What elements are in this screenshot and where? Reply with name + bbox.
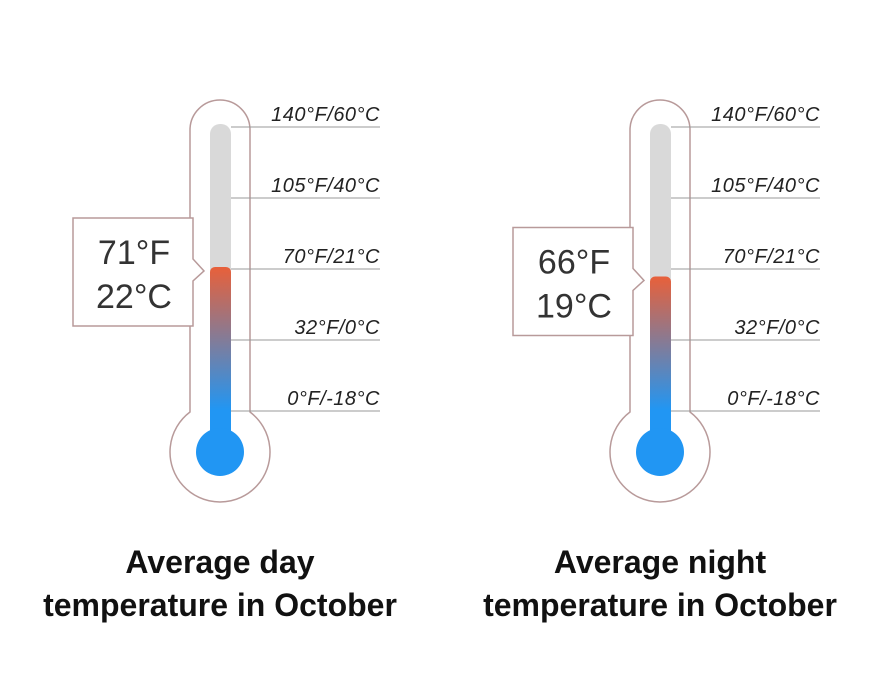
chart-title: temperature in October — [483, 587, 837, 623]
tick-label: 32°F/0°C — [294, 317, 380, 339]
tick-label: 0°F/-18°C — [727, 388, 820, 410]
thermometer-bulb — [196, 428, 244, 476]
chart-title: temperature in October — [43, 587, 397, 623]
chart-title: Average night — [554, 544, 767, 580]
tick-label: 140°F/60°C — [711, 104, 820, 126]
tick-label: 105°F/40°C — [271, 175, 380, 197]
value-callout — [512, 226, 646, 337]
tick-label: 32°F/0°C — [734, 317, 820, 339]
thermometer-bulb — [636, 428, 684, 476]
tick-label: 140°F/60°C — [271, 104, 380, 126]
thermometer-outline — [609, 99, 711, 503]
thermometer-fill — [650, 276, 671, 440]
value-label-f: 66°F — [538, 243, 610, 281]
chart-title: Average day — [125, 544, 314, 580]
value-label-f: 71°F — [98, 234, 170, 272]
value-label-c: 19°C — [536, 287, 612, 325]
tick-label: 70°F/21°C — [723, 246, 820, 268]
value-label-c: 22°C — [96, 278, 172, 316]
tick-label: 70°F/21°C — [283, 246, 380, 268]
thermometer-outline — [169, 99, 271, 503]
tick-label: 105°F/40°C — [711, 175, 820, 197]
thermometer-fill — [210, 266, 231, 440]
tick-label: 0°F/-18°C — [287, 388, 380, 410]
value-callout — [72, 217, 206, 327]
